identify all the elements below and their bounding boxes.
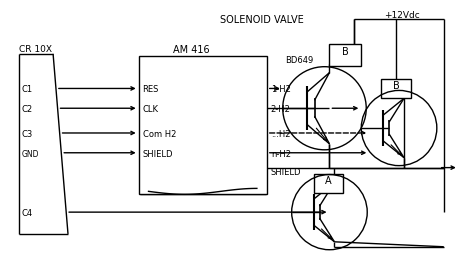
Text: A: A bbox=[325, 176, 332, 185]
Text: CR 10X: CR 10X bbox=[19, 45, 52, 54]
Bar bbox=[329, 44, 361, 66]
Text: C2: C2 bbox=[21, 105, 32, 114]
Text: 2-H2: 2-H2 bbox=[271, 105, 291, 114]
Text: +12Vdc: +12Vdc bbox=[384, 11, 420, 20]
Text: B: B bbox=[342, 47, 349, 57]
Text: CLK: CLK bbox=[143, 105, 159, 114]
Text: n-H2: n-H2 bbox=[271, 150, 291, 159]
Text: SHIELD: SHIELD bbox=[143, 150, 173, 159]
Text: C4: C4 bbox=[21, 209, 32, 218]
Bar bbox=[138, 56, 267, 194]
Text: AM 416: AM 416 bbox=[173, 45, 210, 55]
Text: RES: RES bbox=[143, 85, 159, 95]
Bar bbox=[381, 79, 411, 98]
Text: GND: GND bbox=[21, 150, 39, 159]
Text: C3: C3 bbox=[21, 130, 33, 139]
Text: SHIELD: SHIELD bbox=[271, 168, 301, 177]
Text: C1: C1 bbox=[21, 85, 32, 95]
Text: B: B bbox=[392, 80, 400, 91]
Text: SOLENOID VALVE: SOLENOID VALVE bbox=[220, 15, 304, 25]
Text: ...H2: ...H2 bbox=[271, 130, 290, 139]
Bar bbox=[313, 173, 343, 193]
Text: Com H2: Com H2 bbox=[143, 130, 176, 139]
Text: BD649: BD649 bbox=[285, 56, 313, 65]
Text: 1-H2: 1-H2 bbox=[271, 85, 291, 95]
